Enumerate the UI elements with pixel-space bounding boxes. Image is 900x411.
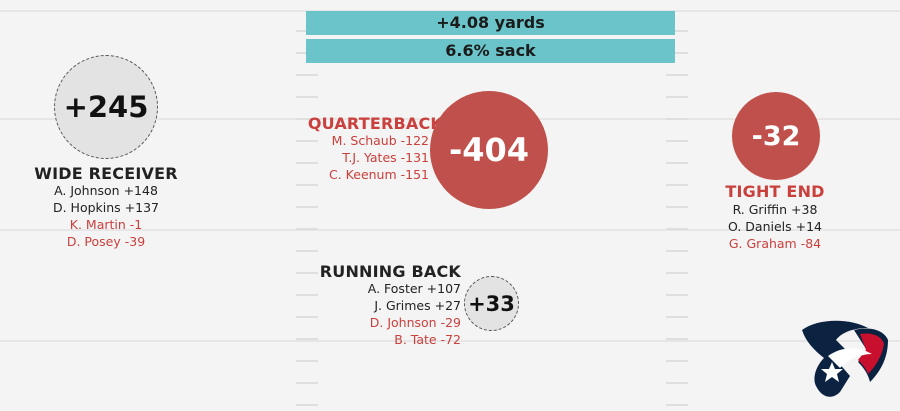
running-back-players: A. Foster +107 J. Grimes +27 D. Johnson -2… xyxy=(250,280,461,348)
hash-mark xyxy=(296,96,318,98)
quarterback-title: QUARTERBACK xyxy=(307,114,443,133)
hash-mark xyxy=(296,118,318,120)
tight-end-title: TIGHT END xyxy=(725,182,825,201)
player-stat: T.J. Yates -131 xyxy=(342,150,429,165)
hash-mark xyxy=(666,228,688,230)
hash-mark xyxy=(666,250,688,252)
wide-receiver-players: A. Johnson +148 D. Hopkins +137 K. Martin … xyxy=(0,182,212,250)
player-stat: J. Grimes +27 xyxy=(374,298,461,313)
hash-mark xyxy=(666,272,688,274)
hash-mark xyxy=(666,74,688,76)
player-stat: K. Martin -1 xyxy=(69,217,143,232)
hash-mark xyxy=(296,360,318,362)
hash-mark xyxy=(666,404,688,406)
player-stat: D. Johnson -29 xyxy=(369,315,461,330)
quarterback-total-circle: -404 xyxy=(430,91,548,209)
wide-receiver-total-circle: +245 xyxy=(54,55,158,159)
tight-end-players: R. Griffin +38 O. Daniels +14 G. Graham -8… xyxy=(700,201,850,252)
hash-mark xyxy=(666,184,688,186)
hash-mark xyxy=(666,140,688,142)
player-stat: B. Tate -72 xyxy=(394,332,461,347)
hash-mark xyxy=(296,294,318,296)
hash-mark xyxy=(666,294,688,296)
hash-mark xyxy=(666,52,688,54)
hash-mark xyxy=(296,250,318,252)
hash-mark xyxy=(296,316,318,318)
hash-mark xyxy=(296,228,318,230)
hash-mark xyxy=(296,404,318,406)
hash-mark xyxy=(666,206,688,208)
sack-rate-banner: 6.6% sack xyxy=(306,39,675,63)
player-stat: A. Johnson +148 xyxy=(54,183,158,198)
player-stat: D. Posey -39 xyxy=(66,234,146,249)
player-stat: R. Griffin +38 xyxy=(732,202,818,217)
hash-mark xyxy=(666,382,688,384)
hash-mark xyxy=(296,382,318,384)
hash-mark xyxy=(666,30,688,32)
yard-line xyxy=(0,340,900,342)
yard-line xyxy=(0,229,900,231)
hash-mark xyxy=(296,272,318,274)
hash-mark xyxy=(296,162,318,164)
hash-mark xyxy=(666,360,688,362)
player-stat: A. Foster +107 xyxy=(367,281,461,296)
hash-mark xyxy=(296,140,318,142)
yards-per-play-banner: +4.08 yards xyxy=(306,11,675,35)
hash-mark xyxy=(666,96,688,98)
running-back-title: RUNNING BACK xyxy=(319,262,461,281)
wide-receiver-title: WIDE RECEIVER xyxy=(34,164,178,183)
player-stat: M. Schaub -122 xyxy=(331,133,429,148)
houston-texans-logo-icon xyxy=(802,320,888,397)
hash-mark xyxy=(666,316,688,318)
hash-mark xyxy=(666,162,688,164)
quarterback-players: M. Schaub -122 T.J. Yates -131 C. Keenum -… xyxy=(250,132,429,183)
hash-mark xyxy=(666,118,688,120)
hash-mark xyxy=(666,338,688,340)
hash-mark xyxy=(296,206,318,208)
running-back-total-circle: +33 xyxy=(464,276,519,331)
player-stat: D. Hopkins +137 xyxy=(52,200,159,215)
tight-end-total-circle: -32 xyxy=(732,92,820,180)
hash-mark xyxy=(296,338,318,340)
player-stat: G. Graham -84 xyxy=(728,236,822,251)
hash-mark xyxy=(296,184,318,186)
hash-mark xyxy=(296,74,318,76)
player-stat: O. Daniels +14 xyxy=(728,219,822,234)
player-stat: C. Keenum -151 xyxy=(329,167,429,182)
